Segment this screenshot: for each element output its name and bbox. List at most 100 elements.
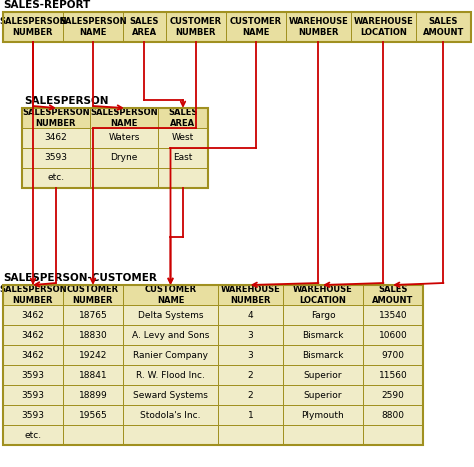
- Bar: [123, 365, 218, 385]
- Bar: [283, 425, 363, 445]
- Text: SALESPERSON-CUSTOMER: SALESPERSON-CUSTOMER: [3, 273, 157, 283]
- Bar: [283, 385, 363, 405]
- Text: Seward Systems: Seward Systems: [133, 390, 208, 399]
- Text: 3: 3: [247, 331, 254, 340]
- Text: Stodola's Inc.: Stodola's Inc.: [140, 410, 201, 419]
- Bar: [226, 12, 286, 42]
- Text: WAREHOUSE
NUMBER: WAREHOUSE NUMBER: [220, 285, 281, 304]
- Bar: [158, 128, 208, 148]
- Bar: [63, 12, 123, 42]
- Text: Superior: Superior: [304, 390, 342, 399]
- Bar: [283, 405, 363, 425]
- Text: CUSTOMER
NAME: CUSTOMER NAME: [230, 17, 282, 37]
- Text: Waters: Waters: [109, 134, 140, 142]
- Bar: [158, 148, 208, 168]
- Bar: [218, 305, 283, 325]
- Bar: [3, 285, 63, 305]
- Bar: [63, 345, 123, 365]
- Bar: [283, 365, 363, 385]
- Text: 13540: 13540: [379, 311, 407, 319]
- Text: 2: 2: [248, 370, 253, 380]
- Bar: [123, 12, 166, 42]
- Text: 3593: 3593: [21, 410, 45, 419]
- Text: CUSTOMER
NAME: CUSTOMER NAME: [145, 285, 197, 304]
- Text: East: East: [173, 154, 193, 163]
- Bar: [351, 12, 416, 42]
- Bar: [90, 128, 158, 148]
- Bar: [218, 365, 283, 385]
- Bar: [90, 168, 158, 188]
- Bar: [158, 168, 208, 188]
- Text: SALESPERSON
NAME: SALESPERSON NAME: [90, 108, 158, 127]
- Bar: [3, 385, 63, 405]
- Text: Fargo: Fargo: [310, 311, 335, 319]
- Text: 19242: 19242: [79, 351, 107, 360]
- Bar: [123, 305, 218, 325]
- Bar: [3, 325, 63, 345]
- Text: R. W. Flood Inc.: R. W. Flood Inc.: [136, 370, 205, 380]
- Bar: [3, 305, 63, 325]
- Text: SALESPERSON
NUMBER: SALESPERSON NUMBER: [0, 17, 67, 37]
- Text: Bismarck: Bismarck: [302, 351, 344, 360]
- Bar: [22, 108, 90, 128]
- Text: Bismarck: Bismarck: [302, 331, 344, 340]
- Text: Superior: Superior: [304, 370, 342, 380]
- Bar: [363, 285, 423, 305]
- Bar: [90, 148, 158, 168]
- Text: Ranier Company: Ranier Company: [133, 351, 208, 360]
- Text: 2: 2: [248, 390, 253, 399]
- Bar: [218, 325, 283, 345]
- Bar: [123, 385, 218, 405]
- Text: 9700: 9700: [382, 351, 404, 360]
- Bar: [363, 365, 423, 385]
- Text: CUSTOMER
NUMBER: CUSTOMER NUMBER: [170, 17, 222, 37]
- Text: etc.: etc.: [25, 431, 42, 439]
- Bar: [3, 365, 63, 385]
- Text: Dryne: Dryne: [110, 154, 137, 163]
- Text: Plymouth: Plymouth: [301, 410, 345, 419]
- Text: WAREHOUSE
LOCATION: WAREHOUSE LOCATION: [354, 17, 413, 37]
- Text: 3462: 3462: [22, 351, 45, 360]
- Text: SALESPERSON
NUMBER: SALESPERSON NUMBER: [22, 108, 90, 127]
- Bar: [63, 385, 123, 405]
- Bar: [158, 108, 208, 128]
- Text: SALESPERSON
NAME: SALESPERSON NAME: [59, 17, 127, 37]
- Text: 10600: 10600: [379, 331, 407, 340]
- Bar: [123, 345, 218, 365]
- Bar: [22, 108, 208, 188]
- Bar: [63, 285, 123, 305]
- Bar: [363, 325, 423, 345]
- Bar: [90, 108, 158, 128]
- Text: 3: 3: [247, 351, 254, 360]
- Bar: [218, 405, 283, 425]
- Bar: [3, 12, 471, 42]
- Text: SALES
AREA: SALES AREA: [168, 108, 198, 127]
- Text: 18830: 18830: [79, 331, 108, 340]
- Bar: [63, 425, 123, 445]
- Text: 2590: 2590: [382, 390, 404, 399]
- Text: 1: 1: [247, 410, 254, 419]
- Bar: [363, 405, 423, 425]
- Bar: [123, 285, 218, 305]
- Bar: [283, 345, 363, 365]
- Bar: [123, 405, 218, 425]
- Text: CUSTOMER
NUMBER: CUSTOMER NUMBER: [67, 285, 119, 304]
- Bar: [63, 365, 123, 385]
- Text: Delta Systems: Delta Systems: [138, 311, 203, 319]
- Bar: [363, 425, 423, 445]
- Text: 4: 4: [248, 311, 253, 319]
- Bar: [363, 385, 423, 405]
- Bar: [363, 345, 423, 365]
- Text: 3593: 3593: [21, 370, 45, 380]
- Text: 19565: 19565: [79, 410, 108, 419]
- Text: 18899: 18899: [79, 390, 108, 399]
- Text: 18841: 18841: [79, 370, 107, 380]
- Bar: [218, 425, 283, 445]
- Text: 3462: 3462: [45, 134, 67, 142]
- Bar: [63, 405, 123, 425]
- Bar: [218, 285, 283, 305]
- Bar: [416, 12, 471, 42]
- Text: 8800: 8800: [382, 410, 404, 419]
- Text: A. Levy and Sons: A. Levy and Sons: [132, 331, 209, 340]
- Bar: [63, 325, 123, 345]
